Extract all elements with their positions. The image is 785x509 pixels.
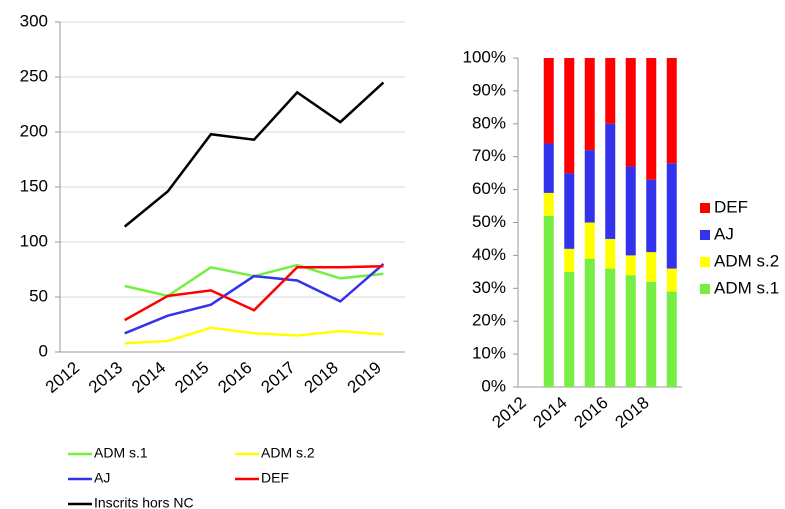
bar-segment xyxy=(646,252,657,282)
series-line xyxy=(124,263,385,335)
x-tick-label: 2014 xyxy=(128,358,169,397)
legend-label: ADM s.2 xyxy=(714,251,779,270)
bar-segment xyxy=(584,150,595,223)
bar-segment xyxy=(646,179,657,253)
legend-label: AJ xyxy=(94,470,110,486)
y-tick-label: 50% xyxy=(472,212,506,231)
x-tick-label: 2012 xyxy=(489,393,530,432)
y-tick-label: 40% xyxy=(472,245,506,264)
bar-segment xyxy=(625,166,636,256)
bar-segment xyxy=(605,123,616,239)
legend-label: ADM s.2 xyxy=(261,445,315,461)
legend-label: Inscrits hors NC xyxy=(94,495,194,509)
x-tick-label: 2015 xyxy=(171,358,212,397)
legend-label: DEF xyxy=(714,197,748,216)
legend-swatch xyxy=(700,203,710,213)
bar-segment xyxy=(584,258,595,387)
y-tick-label: 30% xyxy=(472,278,506,297)
x-tick-label: 2017 xyxy=(257,358,298,397)
y-tick-label: 70% xyxy=(472,146,506,165)
y-tick-label: 100 xyxy=(20,231,48,250)
legend-swatch xyxy=(700,284,710,294)
y-tick-label: 150 xyxy=(20,176,48,195)
legend-swatch xyxy=(700,230,710,240)
legend-label: DEF xyxy=(261,470,289,486)
y-tick-label: 100% xyxy=(463,47,506,66)
y-tick-label: 10% xyxy=(472,344,506,363)
bar-segment xyxy=(564,58,575,174)
legend-label: ADM s.1 xyxy=(94,445,148,461)
series-line xyxy=(124,264,384,322)
bar-segment xyxy=(584,58,595,151)
bar-segment xyxy=(625,255,636,276)
x-tick-label: 2018 xyxy=(301,358,342,397)
y-tick-label: 250 xyxy=(20,66,48,85)
bar-segment xyxy=(605,238,616,269)
y-tick-label: 50 xyxy=(29,286,48,305)
bar-segment xyxy=(646,281,657,387)
x-tick-label: 2013 xyxy=(85,358,126,397)
bar-segment xyxy=(543,215,554,387)
x-tick-label: 2016 xyxy=(214,358,255,397)
bar-segment xyxy=(666,163,677,269)
legend-swatch xyxy=(700,257,710,267)
bar-segment xyxy=(543,192,554,216)
series-line xyxy=(123,81,385,228)
x-tick-label: 2014 xyxy=(530,393,571,432)
legend-label: AJ xyxy=(714,224,734,243)
bar-segment xyxy=(666,58,677,164)
bar-segment xyxy=(564,248,575,272)
bar-segment xyxy=(605,268,616,387)
y-tick-label: 300 xyxy=(20,11,48,30)
y-tick-label: 200 xyxy=(20,121,48,140)
y-tick-label: 0% xyxy=(481,376,506,395)
bar-segment xyxy=(564,271,575,387)
x-tick-label: 2019 xyxy=(344,358,385,397)
bar-segment xyxy=(543,143,554,193)
legend-label: ADM s.1 xyxy=(714,278,779,297)
series-line xyxy=(124,263,384,298)
bar-segment xyxy=(625,275,636,387)
x-tick-label: 2018 xyxy=(612,393,653,432)
x-tick-label: 2016 xyxy=(571,393,612,432)
bar-segment xyxy=(543,58,554,144)
bar-segment xyxy=(646,58,657,180)
y-tick-label: 60% xyxy=(472,179,506,198)
bar-segment xyxy=(564,173,575,249)
y-tick-label: 90% xyxy=(472,80,506,99)
bar-segment xyxy=(605,58,616,124)
bar-segment xyxy=(666,291,677,387)
bar-segment xyxy=(584,222,595,259)
bar-segment xyxy=(666,268,677,292)
y-tick-label: 80% xyxy=(472,113,506,132)
bar-segment xyxy=(625,58,636,167)
x-tick-label: 2012 xyxy=(42,358,83,397)
y-tick-label: 20% xyxy=(472,311,506,330)
y-tick-label: 0 xyxy=(39,341,48,360)
series-line xyxy=(124,326,384,345)
